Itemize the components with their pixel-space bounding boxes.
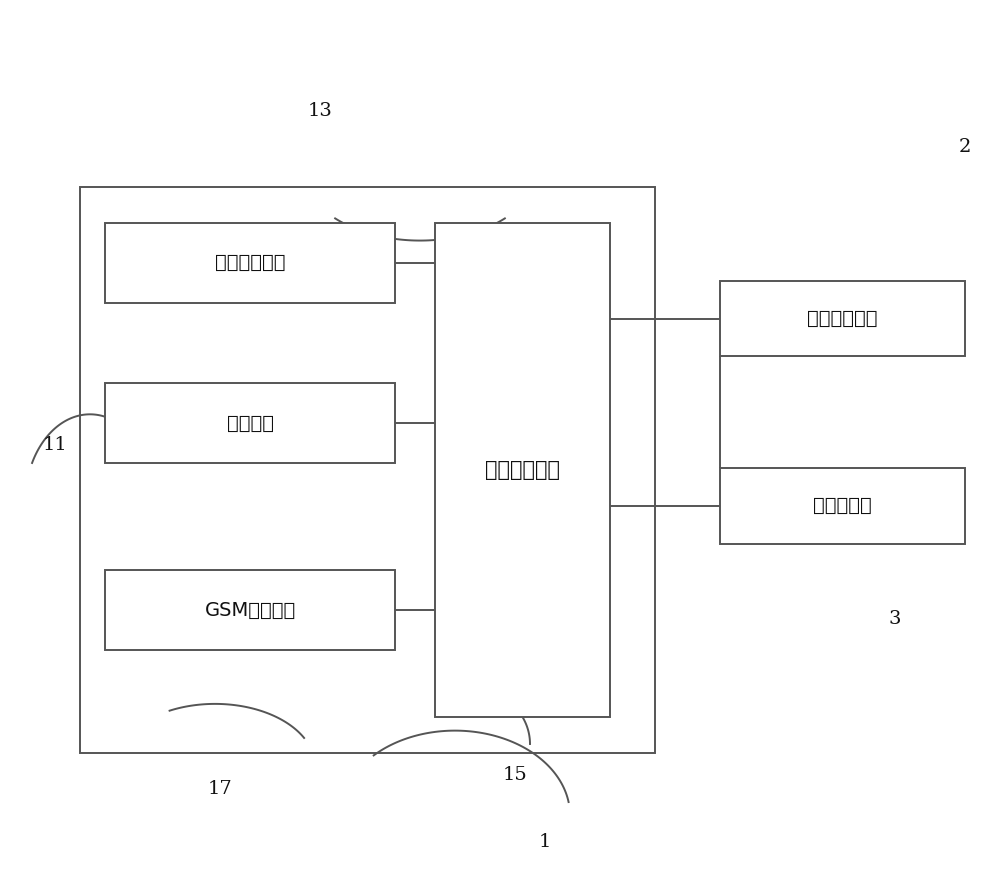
FancyBboxPatch shape [105, 570, 395, 650]
FancyBboxPatch shape [720, 468, 965, 544]
Text: 人机交互模块: 人机交互模块 [215, 253, 285, 273]
Text: 反冲洗系统: 反冲洗系统 [813, 496, 872, 515]
Text: 密度检测系统: 密度检测系统 [807, 309, 878, 328]
FancyBboxPatch shape [720, 281, 965, 356]
Text: 数据处理模块: 数据处理模块 [485, 460, 560, 480]
Text: 3: 3 [889, 610, 901, 628]
FancyBboxPatch shape [105, 383, 395, 463]
Text: 2: 2 [959, 138, 971, 156]
Text: GSM通信模块: GSM通信模块 [204, 601, 296, 620]
FancyBboxPatch shape [435, 223, 610, 717]
Text: 15: 15 [503, 766, 527, 784]
Text: 11: 11 [43, 437, 67, 454]
Text: 电源模块: 电源模块 [226, 413, 274, 433]
Text: 17: 17 [208, 780, 232, 797]
Text: 13: 13 [308, 102, 332, 120]
FancyBboxPatch shape [105, 223, 395, 303]
Text: 1: 1 [539, 833, 551, 851]
